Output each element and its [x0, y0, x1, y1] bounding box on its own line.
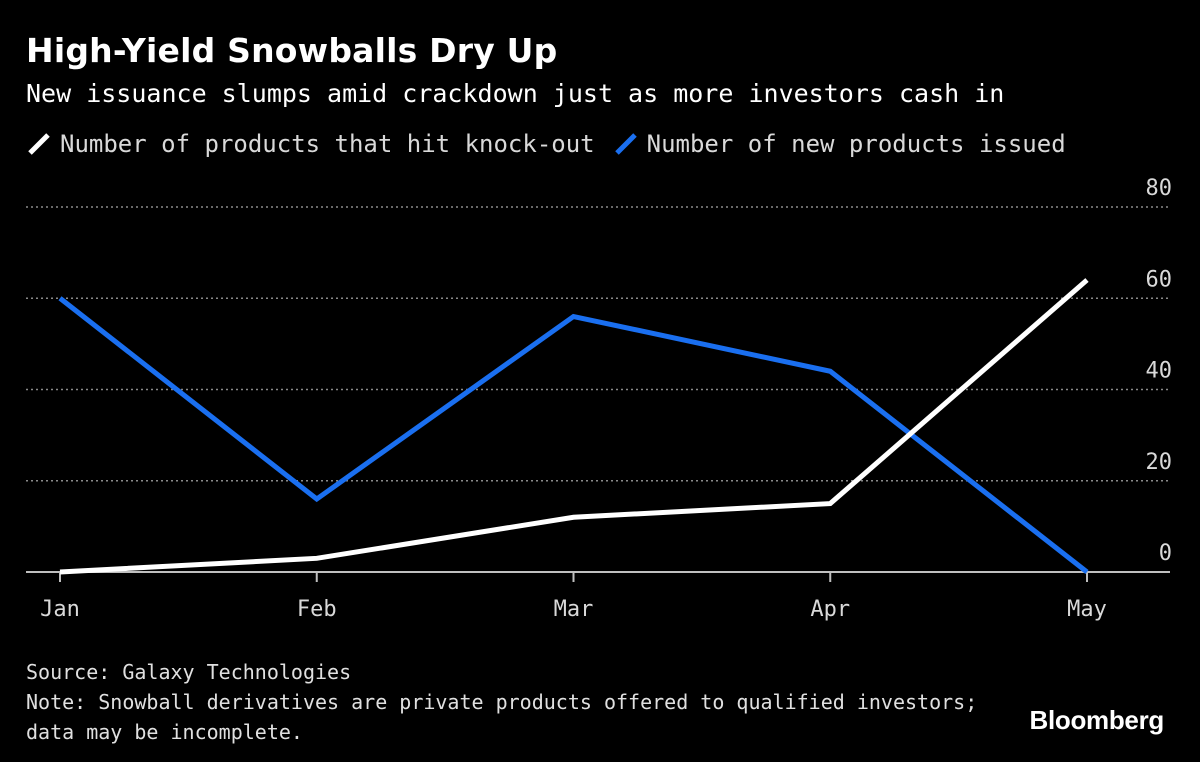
chart-subtitle: New issuance slumps amid crackdown just …: [26, 79, 1005, 108]
x-tick-label-jan: Jan: [40, 597, 80, 622]
legend-item-new-issued: Number of new products issued: [613, 131, 1066, 157]
x-tick-label-feb: Feb: [297, 597, 337, 622]
legend-label-new-issued: Number of new products issued: [646, 130, 1066, 158]
y-tick-label-20: 20: [1146, 450, 1173, 475]
y-tick-label-40: 40: [1146, 359, 1173, 384]
chart-title: High-Yield Snowballs Dry Up: [26, 31, 558, 70]
footer: Source: Galaxy Technologies Note: Snowba…: [26, 657, 977, 747]
x-tick-label-may: May: [1067, 597, 1107, 622]
legend-swatch-blue: [614, 133, 637, 155]
series-line-knock-out: [59, 278, 1089, 575]
x-tick-label-apr: Apr: [810, 597, 850, 622]
x-tick-label-mar: Mar: [554, 597, 594, 622]
bloomberg-logo: Bloomberg: [1029, 705, 1164, 735]
legend-item-knock-out: Number of products that hit knock-out: [26, 131, 595, 157]
note-text-line-1: Note: Snowball derivatives are private p…: [26, 690, 978, 714]
legend-label-knock-out: Number of products that hit knock-out: [60, 130, 595, 158]
legend: Number of products that hit knock-out Nu…: [26, 131, 1084, 157]
legend-swatch-white: [28, 133, 50, 155]
source-text: Source: Galaxy Technologies: [26, 660, 352, 684]
y-tick-label-0: 0: [1159, 541, 1172, 566]
y-tick-label-80: 80: [1146, 176, 1173, 201]
note-text-line-2: data may be incomplete.: [26, 720, 303, 744]
series-line-new-issued: [58, 296, 1089, 574]
y-tick-label-60: 60: [1146, 267, 1173, 292]
